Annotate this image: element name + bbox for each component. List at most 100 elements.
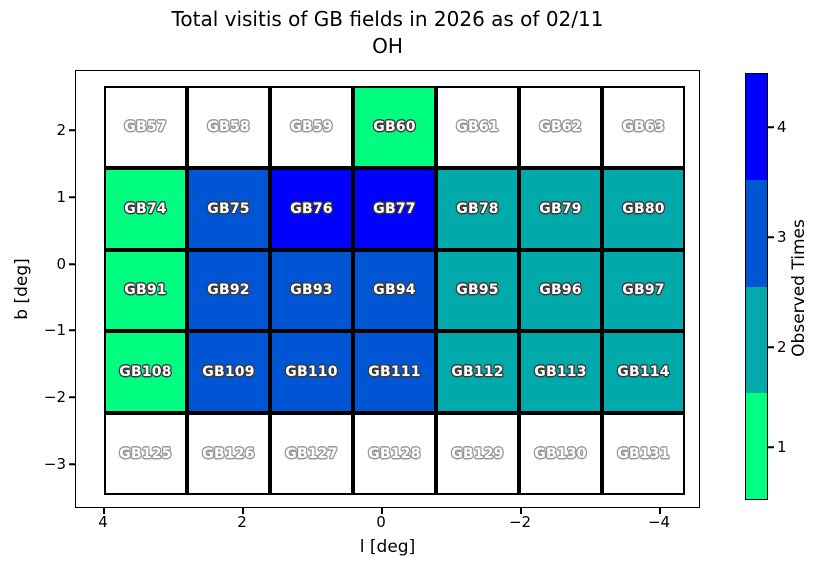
field-label: GB126 bbox=[202, 446, 255, 463]
field-cell-gb108: GB108 bbox=[104, 331, 187, 414]
colorbar-tick-label: 2 bbox=[777, 338, 787, 356]
field-label: GB61 bbox=[456, 118, 499, 135]
field-cell-gb129: GB129 bbox=[436, 413, 519, 495]
field-cell-gb125: GB125 bbox=[104, 413, 187, 495]
field-cell-gb93: GB93 bbox=[270, 249, 353, 332]
field-label: GB63 bbox=[622, 118, 665, 135]
y-tick-label: 0 bbox=[56, 255, 66, 273]
x-tick-label: −2 bbox=[508, 513, 532, 531]
field-label: GB59 bbox=[290, 118, 333, 135]
field-label: GB128 bbox=[368, 446, 421, 463]
y-tick-mark bbox=[69, 263, 75, 265]
field-label: GB62 bbox=[539, 118, 582, 135]
y-tick-label: 2 bbox=[56, 121, 66, 139]
y-tick-label: −2 bbox=[43, 388, 66, 406]
y-tick-mark bbox=[69, 196, 75, 198]
field-cell-gb57: GB57 bbox=[104, 86, 187, 168]
y-tick-label: 1 bbox=[56, 188, 66, 206]
field-cell-gb78: GB78 bbox=[436, 167, 519, 250]
field-cell-gb131: GB131 bbox=[602, 413, 685, 495]
field-cell-gb126: GB126 bbox=[187, 413, 270, 495]
field-label: GB57 bbox=[124, 118, 167, 135]
x-tick-mark bbox=[520, 508, 522, 514]
field-cell-gb114: GB114 bbox=[602, 331, 685, 414]
field-cell-gb76: GB76 bbox=[270, 167, 353, 250]
field-label: GB110 bbox=[285, 364, 338, 381]
field-cell-gb130: GB130 bbox=[519, 413, 602, 495]
y-tick-label: −1 bbox=[43, 321, 66, 339]
field-label: GB95 bbox=[456, 282, 499, 299]
colorbar-tick-label: 4 bbox=[777, 118, 787, 136]
field-cell-gb61: GB61 bbox=[436, 86, 519, 168]
field-cell-gb110: GB110 bbox=[270, 331, 353, 414]
y-axis-label: b [deg] bbox=[12, 258, 32, 320]
field-label: GB114 bbox=[617, 364, 670, 381]
field-cell-gb127: GB127 bbox=[270, 413, 353, 495]
y-tick-label: −3 bbox=[43, 455, 66, 473]
x-tick-label: 4 bbox=[98, 513, 108, 531]
x-tick-mark bbox=[659, 508, 661, 514]
field-label: GB96 bbox=[539, 282, 582, 299]
colorbar-tick-label: 1 bbox=[777, 438, 787, 456]
y-tick-mark bbox=[69, 396, 75, 398]
field-cell-gb111: GB111 bbox=[353, 331, 436, 414]
field-label: GB131 bbox=[617, 446, 670, 463]
field-label: GB92 bbox=[207, 282, 250, 299]
field-grid: GB57 GB58 GB59 GB60 GB61 GB62 GB63 GB74 GB75 GB76… bbox=[104, 86, 685, 495]
field-label: GB129 bbox=[451, 446, 504, 463]
field-cell-gb58: GB58 bbox=[187, 86, 270, 168]
field-cell-gb80: GB80 bbox=[602, 167, 685, 250]
field-cell-gb74: GB74 bbox=[104, 167, 187, 250]
field-cell-gb92: GB92 bbox=[187, 249, 270, 332]
colorbar-tick-mark bbox=[768, 126, 774, 128]
colorbar-tick-mark bbox=[768, 346, 774, 348]
field-label: GB78 bbox=[456, 200, 499, 217]
field-cell-gb75: GB75 bbox=[187, 167, 270, 250]
x-tick-mark bbox=[242, 508, 244, 514]
field-cell-gb60: GB60 bbox=[353, 86, 436, 168]
field-label: GB75 bbox=[207, 200, 250, 217]
y-tick-mark bbox=[69, 329, 75, 331]
field-cell-gb112: GB112 bbox=[436, 331, 519, 414]
field-label: GB127 bbox=[285, 446, 338, 463]
field-cell-gb113: GB113 bbox=[519, 331, 602, 414]
field-label: GB125 bbox=[119, 446, 172, 463]
field-label: GB97 bbox=[622, 282, 665, 299]
colorbar-segment bbox=[746, 180, 767, 287]
field-cell-gb94: GB94 bbox=[353, 249, 436, 332]
y-tick-mark bbox=[69, 463, 75, 465]
field-label: GB80 bbox=[622, 200, 665, 217]
field-cell-gb91: GB91 bbox=[104, 249, 187, 332]
field-cell-gb128: GB128 bbox=[353, 413, 436, 495]
x-tick-label: 0 bbox=[376, 513, 386, 531]
x-tick-label: 2 bbox=[237, 513, 247, 531]
y-tick-mark bbox=[69, 129, 75, 131]
field-cell-gb59: GB59 bbox=[270, 86, 353, 168]
chart-title: Total visitis of GB fields in 2026 as of… bbox=[171, 7, 604, 31]
field-cell-gb96: GB96 bbox=[519, 249, 602, 332]
field-label: GB76 bbox=[290, 200, 333, 217]
x-tick-mark bbox=[103, 508, 105, 514]
field-label: GB74 bbox=[124, 200, 167, 217]
field-cell-gb62: GB62 bbox=[519, 86, 602, 168]
field-label: GB130 bbox=[534, 446, 587, 463]
field-label: GB93 bbox=[290, 282, 333, 299]
field-label: GB91 bbox=[124, 282, 167, 299]
field-label: GB94 bbox=[373, 282, 416, 299]
x-tick-mark bbox=[381, 508, 383, 514]
colorbar-label: Observed Times bbox=[789, 219, 809, 357]
x-axis-label: l [deg] bbox=[359, 537, 416, 557]
field-label: GB109 bbox=[202, 364, 255, 381]
field-cell-gb95: GB95 bbox=[436, 249, 519, 332]
field-cell-gb109: GB109 bbox=[187, 331, 270, 414]
field-cell-gb79: GB79 bbox=[519, 167, 602, 250]
colorbar-tick-label: 3 bbox=[777, 228, 787, 246]
colorbar-segment bbox=[746, 392, 767, 499]
colorbar-segment bbox=[746, 74, 767, 181]
field-cell-gb63: GB63 bbox=[602, 86, 685, 168]
field-cell-gb97: GB97 bbox=[602, 249, 685, 332]
field-label: GB113 bbox=[534, 364, 587, 381]
field-label: GB79 bbox=[539, 200, 582, 217]
x-tick-label: −4 bbox=[647, 513, 671, 531]
